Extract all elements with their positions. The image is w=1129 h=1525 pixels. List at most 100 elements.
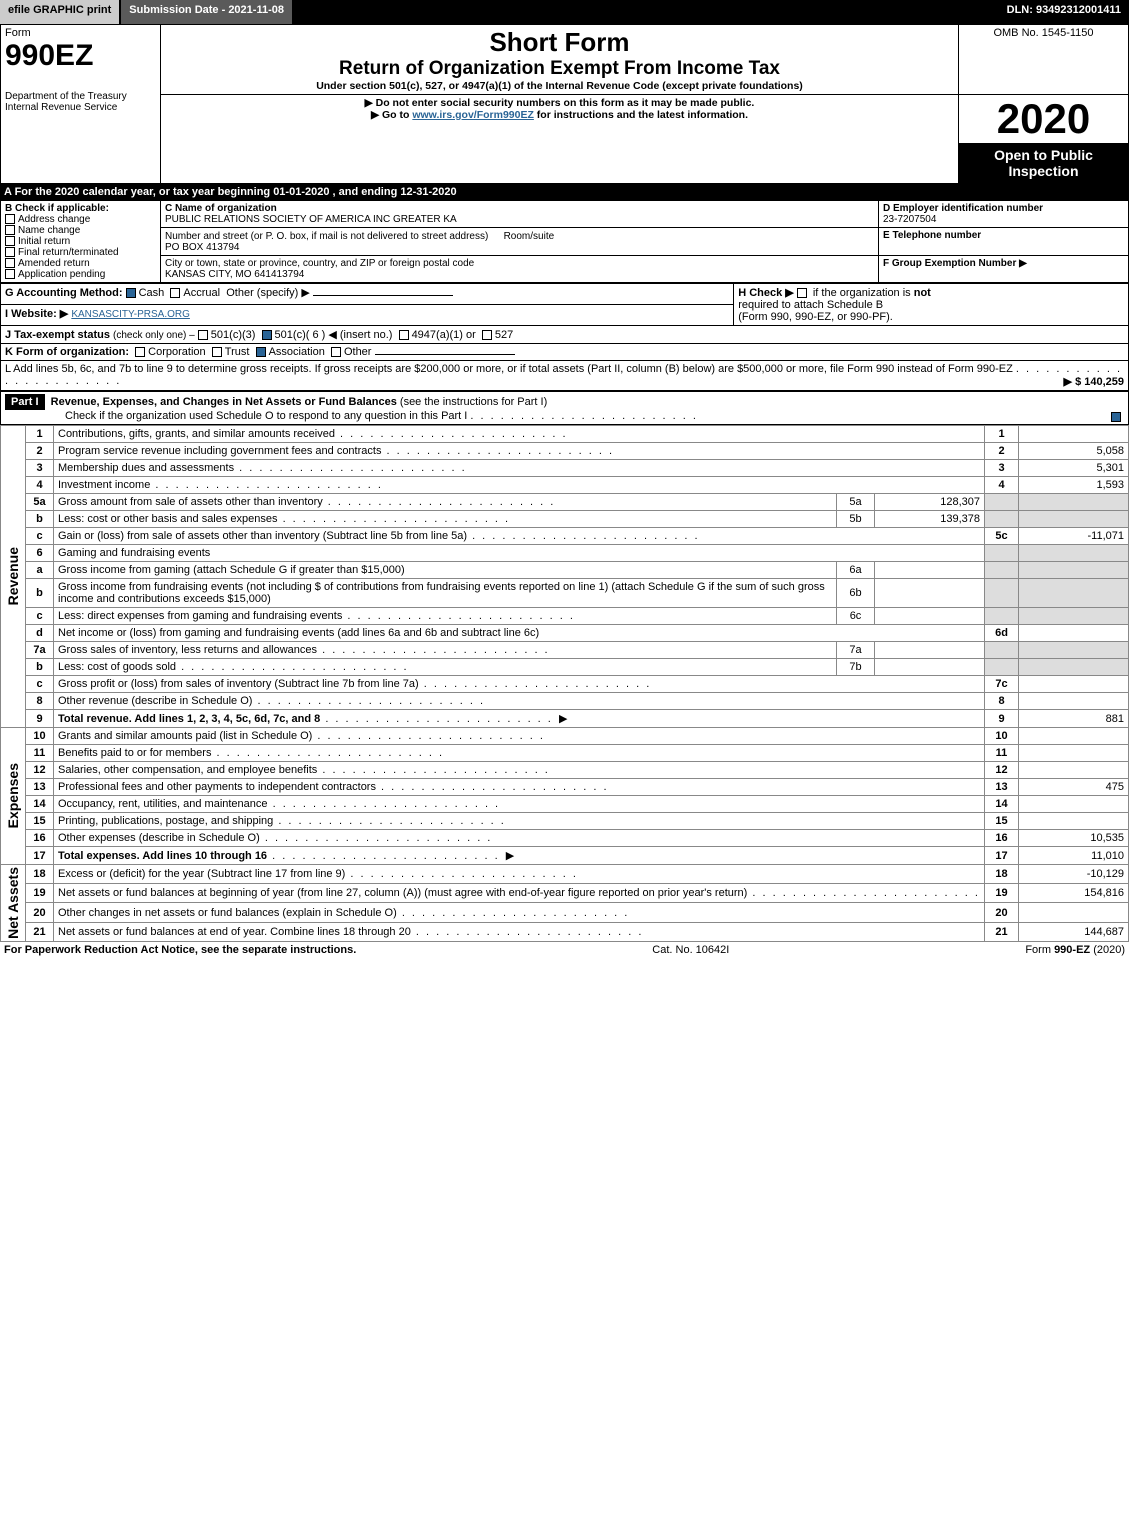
title-under: Under section 501(c), 527, or 4947(a)(1)… [165, 80, 954, 92]
ln-10-desc: Grants and similar amounts paid (list in… [58, 730, 545, 742]
ln-7b-num: b [26, 659, 54, 676]
opt-501c: 501(c)( 6 ) ◀ (insert no.) [275, 329, 393, 341]
ln-9-dots [320, 713, 553, 725]
ln-6b-num: b [26, 579, 54, 608]
ln-18-dots [345, 868, 578, 880]
chk-schedule-o[interactable] [1111, 412, 1121, 422]
line-h-req1: required to attach Schedule B [738, 299, 1124, 311]
table-row: 8 Other revenue (describe in Schedule O)… [1, 693, 1129, 710]
ln-12-col: 12 [985, 762, 1019, 779]
table-row: 2 Program service revenue including gove… [1, 443, 1129, 460]
part1-title: Revenue, Expenses, and Changes in Net As… [51, 396, 397, 408]
ln-20-num: 20 [26, 903, 54, 922]
chk-501c3[interactable] [198, 330, 208, 340]
tax-year: 2020 [959, 95, 1128, 143]
goto-line: ▶ Go to www.irs.gov/Form990EZ for instru… [165, 109, 954, 121]
table-row: 12 Salaries, other compensation, and emp… [1, 762, 1129, 779]
chk-527[interactable] [482, 330, 492, 340]
ln-11-num: 11 [26, 745, 54, 762]
ln-5a-desc: Gross amount from sale of assets other t… [58, 496, 555, 508]
ln-15-num: 15 [26, 813, 54, 830]
ln-14-col: 14 [985, 796, 1019, 813]
ln-6d-desc: Net income or (loss) from gaming and fun… [54, 625, 985, 642]
chk-name-change[interactable] [5, 225, 15, 235]
ln-6b-desc: Gross income from fundraising events (no… [54, 579, 837, 608]
chk-trust[interactable] [212, 347, 222, 357]
part1-label: Part I [5, 394, 45, 410]
line-j-label: J Tax-exempt status [5, 329, 110, 341]
ln-17-dots [267, 850, 500, 862]
ln-10-num: 10 [26, 728, 54, 745]
chk-application-pending[interactable] [5, 269, 15, 279]
ln-7a-sb: 7a [837, 642, 875, 659]
website-link[interactable]: KANSASCITY-PRSA.ORG [71, 309, 190, 320]
chk-final-return[interactable] [5, 247, 15, 257]
title-main: Return of Organization Exempt From Incom… [165, 58, 954, 80]
part1-check-line: Check if the organization used Schedule … [65, 410, 467, 422]
ln-9-num: 9 [26, 710, 54, 728]
ln-7b-amt [1019, 659, 1129, 676]
line-i-label: I Website: ▶ [5, 308, 68, 320]
table-row: b Less: cost or other basis and sales ex… [1, 511, 1129, 528]
ln-19-amt: 154,816 [1019, 884, 1129, 903]
ln-9-col: 9 [985, 710, 1019, 728]
ln-14-num: 14 [26, 796, 54, 813]
efile-print-button[interactable]: efile GRAPHIC print [0, 0, 121, 24]
chk-amended-return[interactable] [5, 258, 15, 268]
opt-501c3: 501(c)(3) [211, 329, 256, 341]
line-h-not: not [914, 287, 931, 299]
ln-5a-sv: 128,307 [875, 494, 985, 511]
chk-assoc[interactable] [256, 347, 266, 357]
table-row: a Gross income from gaming (attach Sched… [1, 562, 1129, 579]
ln-8-col: 8 [985, 693, 1019, 710]
ln-6d-amt [1019, 625, 1129, 642]
chk-cash[interactable] [126, 288, 136, 298]
form-number: 990EZ [5, 39, 156, 73]
irs-link[interactable]: www.irs.gov/Form990EZ [412, 109, 534, 121]
chk-4947[interactable] [399, 330, 409, 340]
ln-2-desc: Program service revenue including govern… [58, 445, 614, 457]
ln-3-desc: Membership dues and assessments [58, 462, 467, 474]
table-row: 19 Net assets or fund balances at beginn… [1, 884, 1129, 903]
ln-16-desc: Other expenses (describe in Schedule O) [58, 832, 492, 844]
lines-g-to-l: G Accounting Method: Cash Accrual Other … [0, 283, 1129, 391]
dept-irs: Internal Revenue Service [5, 102, 156, 113]
ln-8-num: 8 [26, 693, 54, 710]
table-row: c Gross profit or (loss) from sales of i… [1, 676, 1129, 693]
other-org-input[interactable] [375, 354, 515, 355]
chk-address-change[interactable] [5, 214, 15, 224]
table-row: Net Assets 18 Excess or (deficit) for th… [1, 865, 1129, 884]
ln-5b-desc: Less: cost or other basis and sales expe… [58, 513, 510, 525]
ln-6-amt [1019, 545, 1129, 562]
other-specify-input[interactable] [313, 295, 453, 296]
part1-dots [470, 410, 698, 422]
submission-date-label: Submission Date - 2021-11-08 [121, 0, 294, 24]
chk-other-org[interactable] [331, 347, 341, 357]
chk-501c[interactable] [262, 330, 272, 340]
omb-cell: OMB No. 1545-1150 [959, 25, 1129, 95]
ln-6c-num: c [26, 608, 54, 625]
table-row: 15 Printing, publications, postage, and … [1, 813, 1129, 830]
ln-8-desc: Other revenue (describe in Schedule O) [58, 695, 485, 707]
chk-schedule-b[interactable] [797, 288, 807, 298]
chk-corp[interactable] [135, 347, 145, 357]
line-g-label: G Accounting Method: [5, 287, 123, 299]
ln-6d-col: 6d [985, 625, 1019, 642]
ln-18-num: 18 [26, 865, 54, 884]
ln-6a-amt [1019, 562, 1129, 579]
table-row: c Gain or (loss) from sale of assets oth… [1, 528, 1129, 545]
ln-6c-sb: 6c [837, 608, 875, 625]
ln-5c-num: c [26, 528, 54, 545]
footer-catno: Cat. No. 10642I [652, 944, 729, 956]
chk-accrual[interactable] [170, 288, 180, 298]
goto-post: for instructions and the latest informat… [534, 109, 748, 121]
table-row: 21 Net assets or fund balances at end of… [1, 922, 1129, 941]
form-header-table: Form 990EZ Department of the Treasury In… [0, 24, 1129, 184]
table-row: 11 Benefits paid to or for members 11 [1, 745, 1129, 762]
ln-6c-sv [875, 608, 985, 625]
opt-cash: Cash [139, 287, 165, 299]
ln-7a-desc: Gross sales of inventory, less returns a… [58, 644, 550, 656]
chk-initial-return[interactable] [5, 236, 15, 246]
ln-13-col: 13 [985, 779, 1019, 796]
city-value: KANSAS CITY, MO 641413794 [165, 269, 874, 280]
